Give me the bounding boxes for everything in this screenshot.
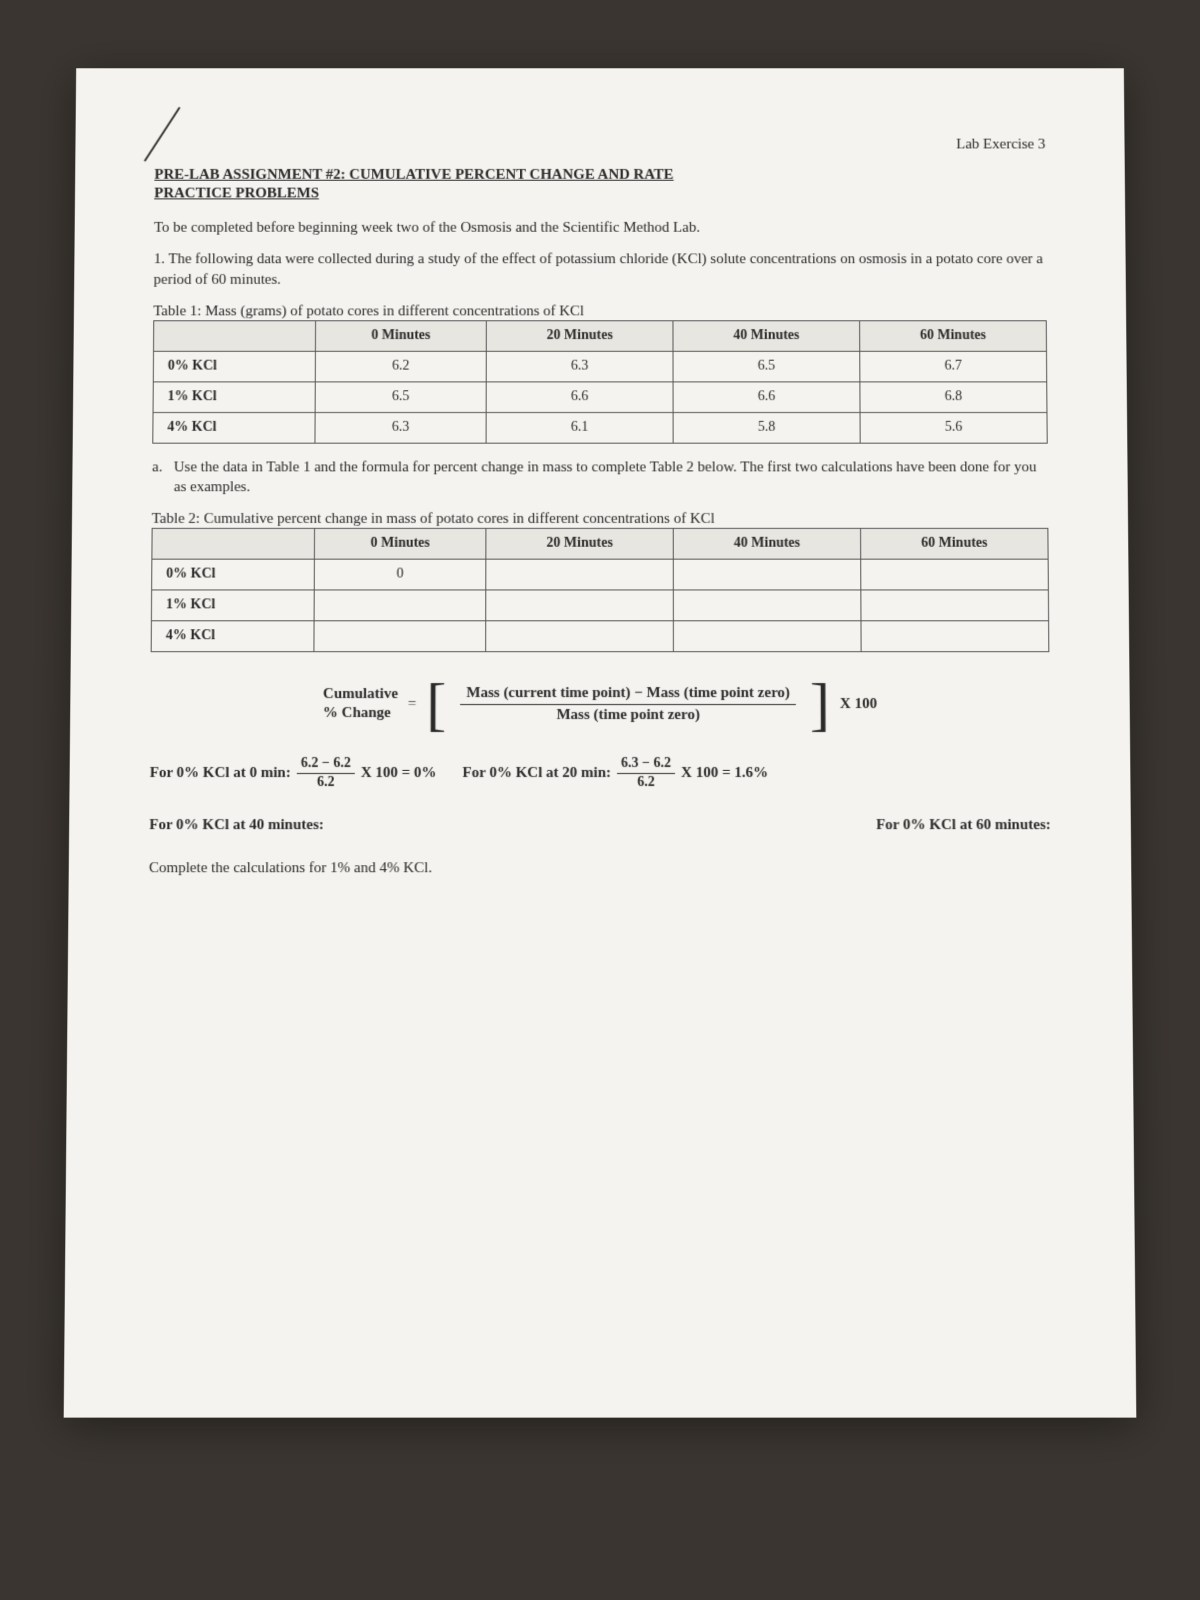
cell: 6.5 bbox=[315, 382, 486, 413]
table-row: 1% KCl bbox=[151, 590, 1048, 621]
cell bbox=[486, 621, 674, 652]
cell: 5.6 bbox=[860, 412, 1047, 443]
ex2-tail: X 100 = 1.6% bbox=[681, 765, 768, 782]
ex1-den: 6.2 bbox=[313, 774, 339, 791]
ex1-lead: For 0% KCl at 0 min: bbox=[150, 765, 291, 782]
col-60min: 60 Minutes bbox=[861, 529, 1049, 560]
col-60min: 60 Minutes bbox=[860, 321, 1047, 352]
cell: 6.7 bbox=[860, 351, 1047, 382]
table-2: 0 Minutes 20 Minutes 40 Minutes 60 Minut… bbox=[151, 528, 1050, 652]
cell: 6.1 bbox=[486, 412, 673, 443]
formula-block: Cumulative % Change = [ Mass (current ti… bbox=[150, 680, 1050, 728]
cell bbox=[861, 621, 1049, 652]
cell bbox=[486, 559, 673, 590]
cell: 6.6 bbox=[486, 382, 673, 413]
col-20min: 20 Minutes bbox=[486, 321, 673, 352]
col-0min: 0 Minutes bbox=[314, 529, 486, 560]
cell: 0 bbox=[314, 559, 486, 590]
cell: 6.3 bbox=[315, 412, 486, 443]
table-row: 4% KCl bbox=[151, 621, 1049, 652]
formula-label-l2: % Change bbox=[323, 705, 391, 721]
cell bbox=[314, 621, 486, 652]
table-row: 0 Minutes 20 Minutes 40 Minutes 60 Minut… bbox=[152, 529, 1048, 560]
table-row: 0% KCl 0 bbox=[152, 559, 1049, 590]
equals-sign: = bbox=[408, 696, 417, 713]
table-row: 0% KCl 6.2 6.3 6.5 6.7 bbox=[153, 351, 1046, 382]
intro-text: To be completed before beginning week tw… bbox=[154, 218, 1046, 238]
cell: 6.8 bbox=[860, 382, 1047, 413]
assignment-title: PRE-LAB ASSIGNMENT #2: CUMULATIVE PERCEN… bbox=[154, 167, 1045, 184]
ex1-tail: X 100 = 0% bbox=[361, 765, 437, 782]
ex2-num: 6.3 − 6.2 bbox=[617, 756, 675, 774]
cell bbox=[861, 559, 1049, 590]
cell bbox=[673, 621, 861, 652]
final-instruction: Complete the calculations for 1% and 4% … bbox=[149, 860, 1051, 877]
cell: 6.2 bbox=[315, 351, 486, 382]
table1-caption: Table 1: Mass (grams) of potato cores in… bbox=[153, 303, 1046, 320]
formula-suffix: X 100 bbox=[840, 696, 877, 713]
formula-fraction: Mass (current time point) − Mass (time p… bbox=[460, 685, 796, 724]
col-blank bbox=[154, 321, 316, 352]
formula-label-l1: Cumulative bbox=[323, 686, 398, 702]
cell bbox=[486, 590, 674, 621]
sub-a-text: Use the data in Table 1 and the formula … bbox=[174, 459, 1037, 495]
col-40min: 40 Minutes bbox=[673, 529, 860, 560]
cell: 6.6 bbox=[673, 382, 860, 413]
cell bbox=[673, 590, 861, 621]
col-0min: 0 Minutes bbox=[315, 321, 486, 352]
formula-denominator: Mass (time point zero) bbox=[550, 705, 705, 724]
question-1: 1. The following data were collected dur… bbox=[154, 250, 1047, 290]
cell bbox=[314, 590, 486, 621]
table2-caption: Table 2: Cumulative percent change in ma… bbox=[152, 511, 1049, 528]
ex2-fraction: 6.3 − 6.2 6.2 bbox=[617, 756, 675, 791]
table-row: 1% KCl 6.5 6.6 6.6 6.8 bbox=[153, 382, 1047, 413]
formula-label: Cumulative % Change bbox=[323, 685, 398, 724]
table-1: 0 Minutes 20 Minutes 40 Minutes 60 Minut… bbox=[152, 320, 1047, 443]
prompt-40min: For 0% KCl at 40 minutes: bbox=[149, 817, 324, 834]
row-label: 4% KCl bbox=[153, 412, 315, 443]
ex1-num: 6.2 − 6.2 bbox=[297, 756, 355, 774]
ex1-fraction: 6.2 − 6.2 6.2 bbox=[297, 756, 355, 791]
col-blank bbox=[152, 529, 315, 560]
left-bracket: [ bbox=[426, 680, 446, 728]
row-label: 4% KCl bbox=[151, 621, 314, 652]
col-20min: 20 Minutes bbox=[486, 529, 673, 560]
ex2-den: 6.2 bbox=[633, 774, 659, 791]
row-label: 0% KCl bbox=[152, 559, 315, 590]
prompt-row: For 0% KCl at 40 minutes: For 0% KCl at … bbox=[149, 817, 1051, 834]
marker-a: a. bbox=[152, 457, 170, 477]
assignment-subtitle: PRACTICE PROBLEMS bbox=[154, 186, 1046, 203]
sub-question-a: a. Use the data in Table 1 and the formu… bbox=[174, 457, 1048, 497]
table-row: 4% KCl 6.3 6.1 5.8 5.6 bbox=[153, 412, 1047, 443]
row-label: 1% KCl bbox=[153, 382, 315, 413]
ex2-lead: For 0% KCl at 20 min: bbox=[462, 765, 611, 782]
row-label: 1% KCl bbox=[151, 590, 314, 621]
cell: 6.5 bbox=[673, 351, 860, 382]
cell: 5.8 bbox=[673, 412, 860, 443]
worksheet-page: Lab Exercise 3 PRE-LAB ASSIGNMENT #2: CU… bbox=[64, 68, 1137, 1417]
right-bracket: ] bbox=[810, 680, 830, 728]
cell bbox=[673, 559, 861, 590]
table-row: 0 Minutes 20 Minutes 40 Minutes 60 Minut… bbox=[154, 321, 1047, 352]
cell: 6.3 bbox=[486, 351, 673, 382]
col-40min: 40 Minutes bbox=[673, 321, 860, 352]
example-0min: For 0% KCl at 0 min: 6.2 − 6.2 6.2 X 100… bbox=[150, 756, 1051, 791]
formula-numerator: Mass (current time point) − Mass (time p… bbox=[460, 685, 796, 705]
lab-exercise-label: Lab Exercise 3 bbox=[155, 137, 1046, 154]
row-label: 0% KCl bbox=[153, 351, 315, 382]
cell bbox=[861, 590, 1049, 621]
prompt-60min: For 0% KCl at 60 minutes: bbox=[876, 817, 1051, 834]
